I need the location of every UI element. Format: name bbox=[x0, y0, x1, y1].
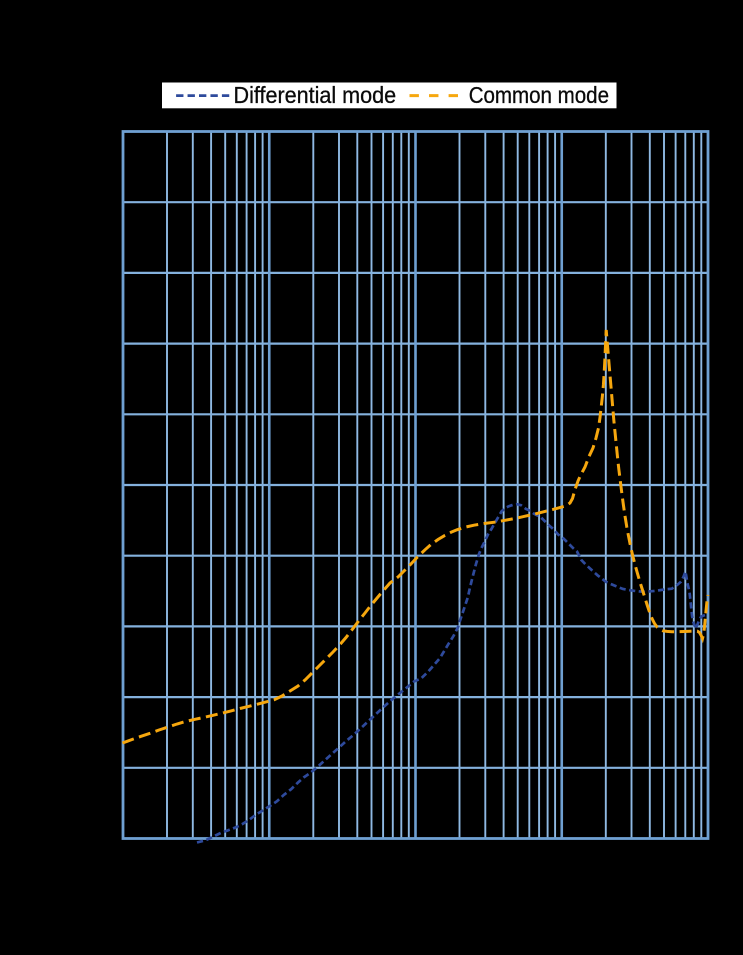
svg-text:Differential mode: Differential mode bbox=[234, 82, 397, 108]
svg-text:Common mode: Common mode bbox=[469, 82, 609, 108]
